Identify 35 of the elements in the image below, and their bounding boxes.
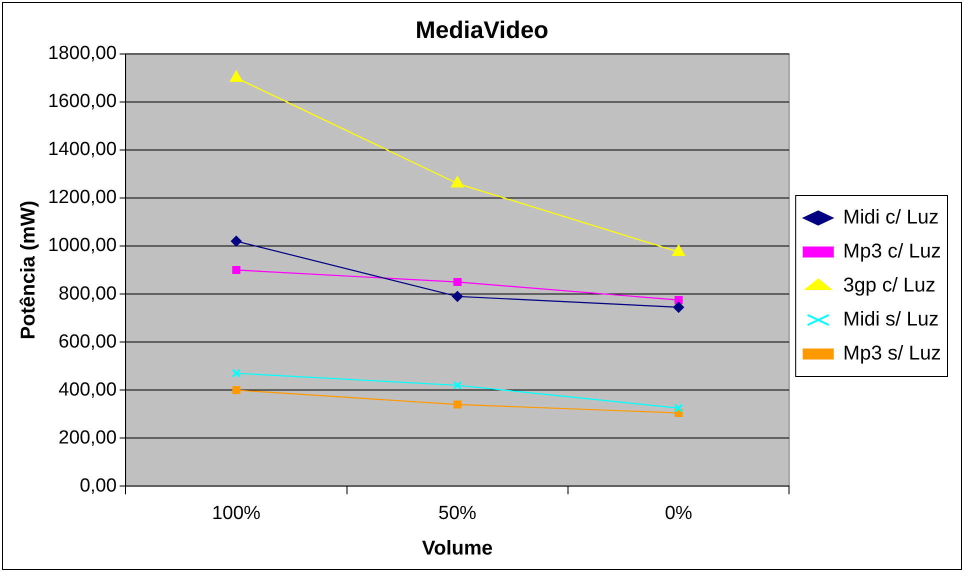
point: [232, 386, 240, 394]
point: [452, 290, 463, 302]
point: [230, 236, 242, 247]
y-tick-label: 1200,00: [48, 187, 117, 208]
x-axis-title: Volume: [422, 538, 493, 560]
point: [674, 404, 684, 413]
y-tick-label: 1000,00: [48, 235, 117, 256]
chart-title: MediaVideo: [416, 17, 548, 44]
point: [673, 302, 684, 313]
y-tick-label: 1600,00: [48, 91, 117, 112]
point: [452, 380, 462, 390]
y-tick-label: 400,00: [58, 379, 117, 400]
point: [230, 70, 243, 82]
point: [674, 296, 683, 304]
x-tick-label: 50%: [438, 502, 477, 524]
point: [232, 368, 241, 378]
y-tick-label: 200,00: [58, 427, 117, 448]
legend-label: Mp3 c/ Luz: [843, 240, 942, 263]
y-axis-title: Potência (mW): [18, 200, 40, 340]
legend-label: Midi s/ Luz: [843, 308, 939, 331]
point: [450, 176, 464, 188]
point: [232, 266, 240, 274]
legend-label: Midi c/ Luz: [843, 206, 939, 229]
x-tick-label: 100%: [212, 502, 261, 524]
y-tick-label: 800,00: [58, 283, 117, 304]
y-tick-label: 1400,00: [48, 139, 117, 160]
legend-label: 3gp c/ Luz: [843, 274, 936, 297]
point: [453, 400, 462, 409]
legend-label: Mp3 s/ Luz: [843, 342, 942, 365]
point: [453, 278, 462, 286]
x-tick-label: 0%: [664, 502, 692, 524]
point: [672, 244, 686, 256]
y-tick-label: 0,00: [80, 475, 117, 496]
y-tick-label: 1800,00: [48, 43, 117, 64]
y-tick-label: 600,00: [58, 331, 117, 352]
